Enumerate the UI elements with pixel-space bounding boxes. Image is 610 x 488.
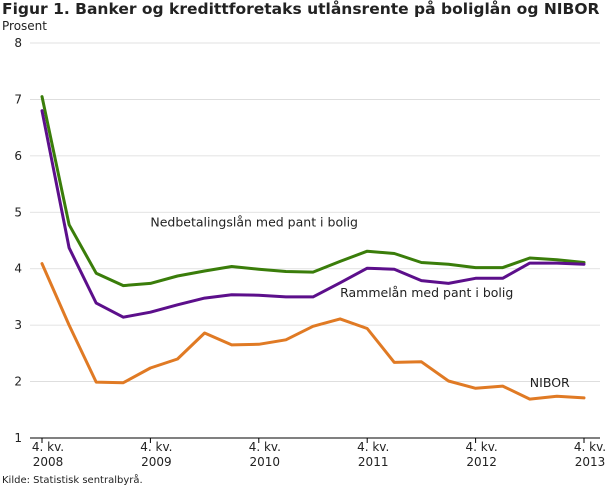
x-tick-label: 4. kv. — [32, 440, 64, 454]
x-tick-label: 4. kv. — [249, 440, 281, 454]
series-lines — [40, 95, 586, 401]
x-tick-label: 2009 — [141, 455, 172, 469]
chart-title: Figur 1. Banker og kredittforetaks utlån… — [2, 0, 600, 18]
y-unit-label: Prosent — [2, 19, 47, 33]
series-line — [40, 109, 586, 319]
x-tick-label: 2012 — [466, 455, 497, 469]
series-label: Nedbetalingslån med pant i bolig — [150, 214, 358, 229]
x-tick-label: 4. kv. — [140, 440, 172, 454]
x-tick-label: 2013 — [575, 455, 606, 469]
y-tick-label: 5 — [14, 205, 22, 219]
y-tick-label: 8 — [14, 36, 22, 50]
y-tick-label: 4 — [14, 262, 22, 276]
y-tick-label: 6 — [14, 149, 22, 163]
x-tick-label: 4. kv. — [574, 440, 606, 454]
source-note: Kilde: Statistisk sentralbyrå. — [2, 475, 143, 486]
x-tick-label: 4. kv. — [465, 440, 497, 454]
series-label: Rammelån med pant i bolig — [340, 285, 513, 300]
y-tick-label: 7 — [14, 92, 22, 106]
x-tick-label: 2011 — [358, 455, 389, 469]
series-line — [40, 95, 586, 288]
y-tick-label: 1 — [14, 431, 22, 445]
series-line — [40, 262, 586, 401]
y-tick-label: 2 — [14, 375, 22, 389]
grid-lines — [30, 42, 600, 439]
y-tick-label: 3 — [14, 318, 22, 332]
series-label: NIBOR — [530, 375, 570, 390]
x-tick-label: 4. kv. — [357, 440, 389, 454]
y-axis-ticks: 1 2 3 4 5 6 7 8 — [14, 36, 22, 445]
series-labels: Nedbetalingslån med pant i bolig Rammelån… — [150, 214, 570, 390]
x-tick-label: 2010 — [250, 455, 281, 469]
x-tick-label: 2008 — [33, 455, 64, 469]
